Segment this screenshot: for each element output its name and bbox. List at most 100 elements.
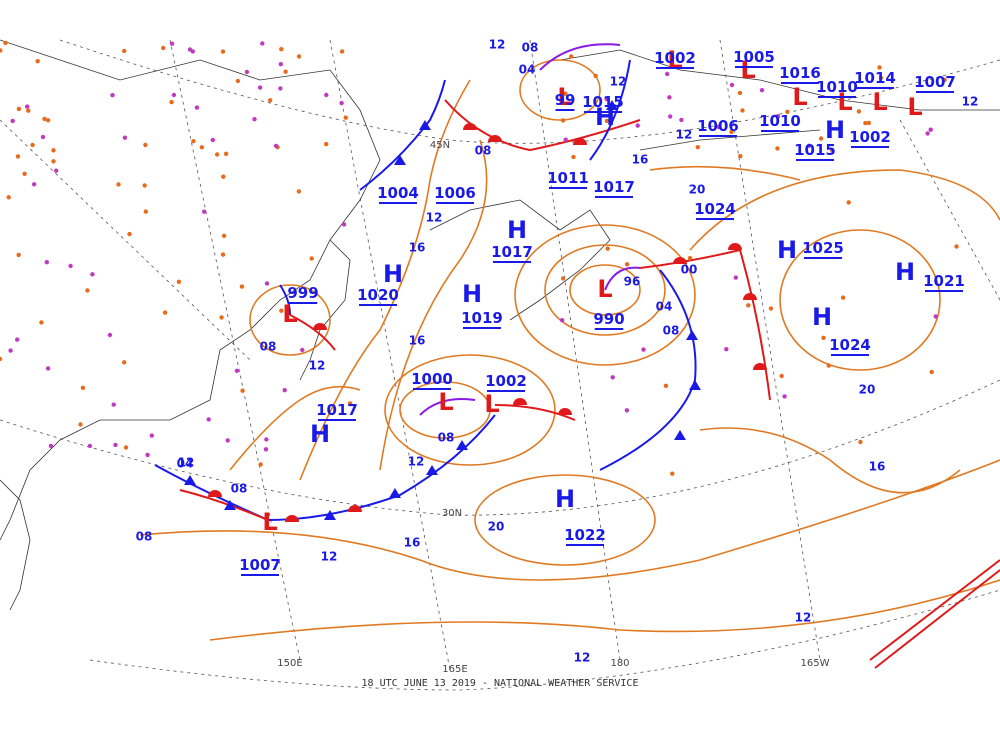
high-symbol: H xyxy=(507,216,527,244)
station-dot xyxy=(6,195,11,200)
station-dot xyxy=(670,471,675,476)
footer: 18 UTC JUNE 13 2019 - NATIONAL WEATHER S… xyxy=(362,678,639,689)
meridian xyxy=(169,39,301,661)
station-dot xyxy=(10,118,15,124)
station-dot xyxy=(45,366,51,371)
station-dot xyxy=(877,65,882,70)
station-dot xyxy=(593,73,598,79)
station-dot xyxy=(122,135,128,140)
station-dot xyxy=(191,139,196,144)
station-dot xyxy=(273,143,279,149)
station-dot xyxy=(738,154,743,159)
warm-front-semicircle xyxy=(488,135,502,142)
station-dot xyxy=(559,318,565,323)
isobar-label: 16 xyxy=(409,334,426,348)
warm-front-semicircle xyxy=(348,505,362,512)
isobar xyxy=(514,224,696,366)
station-dot xyxy=(768,306,774,311)
coastline xyxy=(0,39,381,541)
cold-front-triangle xyxy=(224,500,236,510)
station-dot xyxy=(942,77,947,83)
squall-line xyxy=(869,559,1000,669)
parallel xyxy=(0,379,1000,516)
station-dot xyxy=(122,360,127,365)
station-dot xyxy=(954,244,959,249)
station-dot xyxy=(571,154,576,160)
station-dot xyxy=(624,262,630,267)
station-dot xyxy=(279,308,284,313)
pressure-value: 1010 xyxy=(816,78,858,96)
pressure-value: 1022 xyxy=(564,526,606,544)
station-dot xyxy=(48,443,54,449)
pressure-value: 1015 xyxy=(794,141,836,159)
pressure-value: 1006 xyxy=(434,184,476,202)
isobar xyxy=(299,79,471,481)
station-dot xyxy=(928,127,933,132)
warm-front-semicircle xyxy=(513,398,527,405)
cold-front-triangle xyxy=(689,380,701,390)
warm-front-semicircle xyxy=(313,323,327,330)
station-dot xyxy=(279,47,284,52)
isobar-label: 04 xyxy=(656,300,673,314)
station-dot xyxy=(149,433,154,438)
isobar xyxy=(779,229,941,371)
station-dot xyxy=(610,375,615,380)
coastline xyxy=(0,479,31,611)
station-dot xyxy=(111,402,116,407)
occluded-front xyxy=(604,266,641,291)
station-dot xyxy=(169,41,175,46)
meridian xyxy=(0,119,251,361)
cold-front xyxy=(279,284,291,316)
isobar-label: 20 xyxy=(488,520,505,534)
station-dot xyxy=(341,222,347,227)
station-dot xyxy=(624,408,630,413)
isobar-label: 08 xyxy=(475,144,492,158)
pressure-value: 1017 xyxy=(491,243,533,261)
station-dot xyxy=(775,146,780,151)
isobar-label: 08 xyxy=(522,41,539,55)
station-dot xyxy=(44,260,49,265)
station-dot xyxy=(263,447,269,452)
isobar-label: 04 xyxy=(177,457,194,471)
pressure-value: 1017 xyxy=(316,401,358,419)
station-dot xyxy=(668,114,673,119)
station-dot xyxy=(821,335,826,340)
warm-front-semicircle xyxy=(728,243,742,250)
isobar xyxy=(699,427,961,494)
cold-front xyxy=(589,59,631,161)
station-dot xyxy=(45,118,51,123)
station-dot xyxy=(235,78,241,84)
isobar-label: 08 xyxy=(231,482,248,496)
station-dot xyxy=(296,189,302,194)
coastline xyxy=(639,129,821,151)
low-symbol: L xyxy=(484,390,499,418)
warm-front-semicircle xyxy=(753,363,767,370)
station-dot xyxy=(663,383,669,388)
station-dot xyxy=(225,438,230,443)
station-dot xyxy=(39,320,44,325)
station-dot xyxy=(143,209,148,214)
station-dot xyxy=(866,120,871,126)
station-dot xyxy=(925,131,930,136)
occluded-front xyxy=(539,43,621,71)
isobar-label: 16 xyxy=(869,460,886,474)
station-dot xyxy=(51,159,56,164)
parallel xyxy=(89,589,1000,691)
isobar-label: 20 xyxy=(689,183,706,197)
station-dot xyxy=(220,252,226,257)
high-symbol: H xyxy=(383,260,403,288)
station-dot xyxy=(0,356,3,362)
station-dot xyxy=(199,145,205,150)
station-dot xyxy=(40,134,46,140)
low-symbol: L xyxy=(597,275,612,303)
labels: 18 UTC JUNE 13 2019 - NATIONAL WEATHER S… xyxy=(136,38,979,690)
station-dot xyxy=(604,118,610,124)
station-dot xyxy=(171,92,177,98)
cold-front-triangle xyxy=(389,488,401,498)
station-dot xyxy=(257,85,263,90)
station-dot xyxy=(123,445,129,450)
station-dot xyxy=(324,92,329,98)
isobar xyxy=(139,459,1000,581)
pressure-value: 999 xyxy=(287,284,318,302)
pressure-value: 1021 xyxy=(923,272,965,290)
